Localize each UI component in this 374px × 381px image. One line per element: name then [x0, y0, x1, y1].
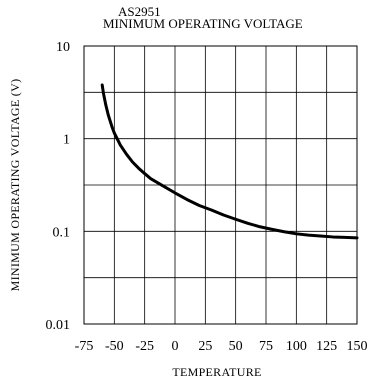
plot-frame	[83, 45, 358, 325]
x-tick-label: 150	[347, 339, 368, 354]
x-tick-label: 50	[229, 339, 243, 354]
y-tick-label: 0.01	[46, 318, 71, 333]
x-tick-label: 0	[172, 339, 179, 354]
y-axis-label: MINIMUM OPERATING VOLTAGE (V)	[8, 79, 22, 292]
grid	[83, 45, 358, 325]
chart-title: AS2951	[118, 4, 161, 19]
x-tick-label: 125	[316, 339, 337, 354]
chart-subtitle: MINIMUM OPERATING VOLTAGE	[103, 16, 303, 31]
series-line	[100, 83, 359, 240]
x-axis-label: TEMPERATURE	[172, 365, 261, 379]
x-tick-label: -75	[75, 339, 94, 354]
x-tick-label: 75	[259, 339, 273, 354]
y-tick-label: 1	[63, 133, 70, 148]
x-tick-label: 25	[198, 339, 212, 354]
y-tick-label: 10	[56, 40, 70, 55]
x-tick-labels: -75 -50 -25 0 25 50 75 100 125 150	[75, 339, 368, 354]
x-tick-label: 100	[286, 339, 307, 354]
x-tick-label: -25	[135, 339, 154, 354]
x-tick-label: -50	[105, 339, 124, 354]
y-tick-label: 0.1	[53, 225, 71, 240]
y-tick-labels: 0.01 0.1 1 10	[46, 40, 71, 333]
